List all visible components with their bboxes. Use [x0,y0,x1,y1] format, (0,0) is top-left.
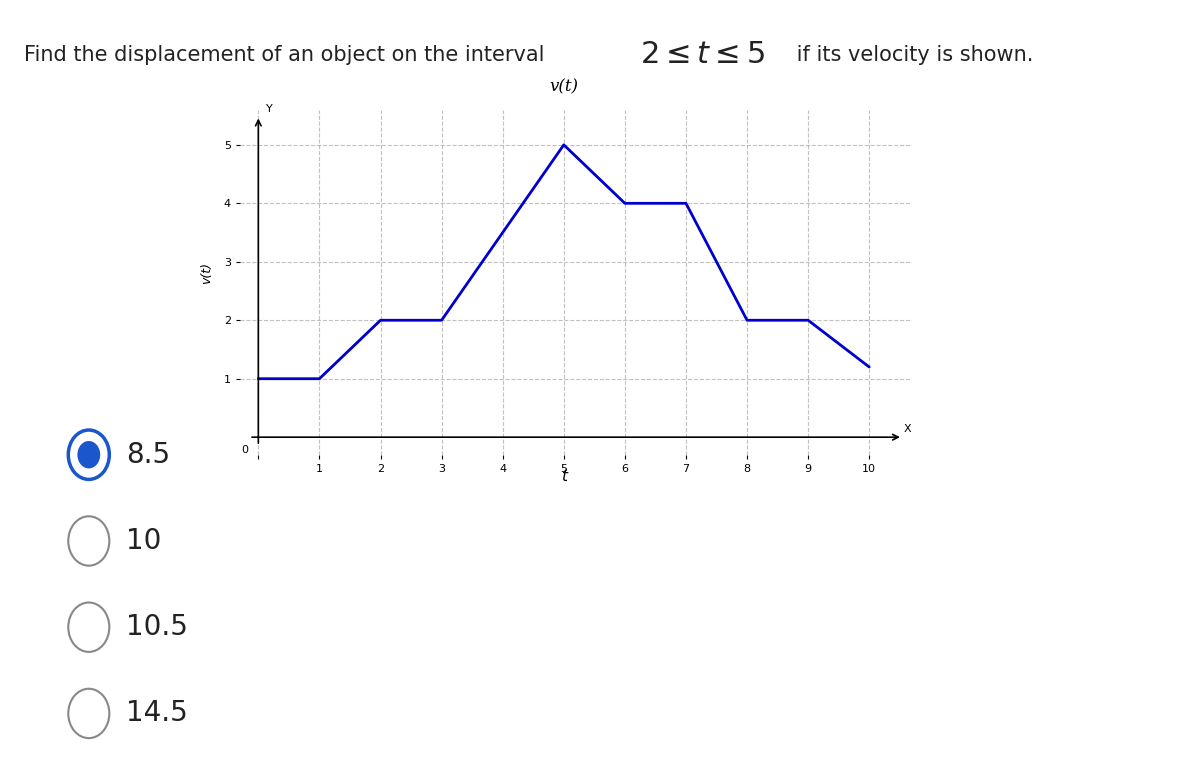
Circle shape [78,441,100,468]
Text: 14.5: 14.5 [126,699,187,728]
Text: Find the displacement of an object on the interval: Find the displacement of an object on th… [24,45,551,65]
Circle shape [68,517,109,566]
Text: Y: Y [265,104,272,114]
Text: 0: 0 [241,445,248,455]
Text: v(t): v(t) [550,78,578,95]
Circle shape [68,689,109,739]
Text: 10.5: 10.5 [126,613,188,641]
Text: v(t): v(t) [200,263,212,285]
Text: 8.5: 8.5 [126,441,170,469]
Text: t: t [560,470,566,485]
Text: 10: 10 [126,527,161,555]
Text: X: X [904,424,911,434]
Text: $2 \leq t \leq 5$: $2 \leq t \leq 5$ [641,39,766,71]
Circle shape [68,430,109,479]
Circle shape [68,602,109,652]
Text: if its velocity is shown.: if its velocity is shown. [790,45,1033,65]
